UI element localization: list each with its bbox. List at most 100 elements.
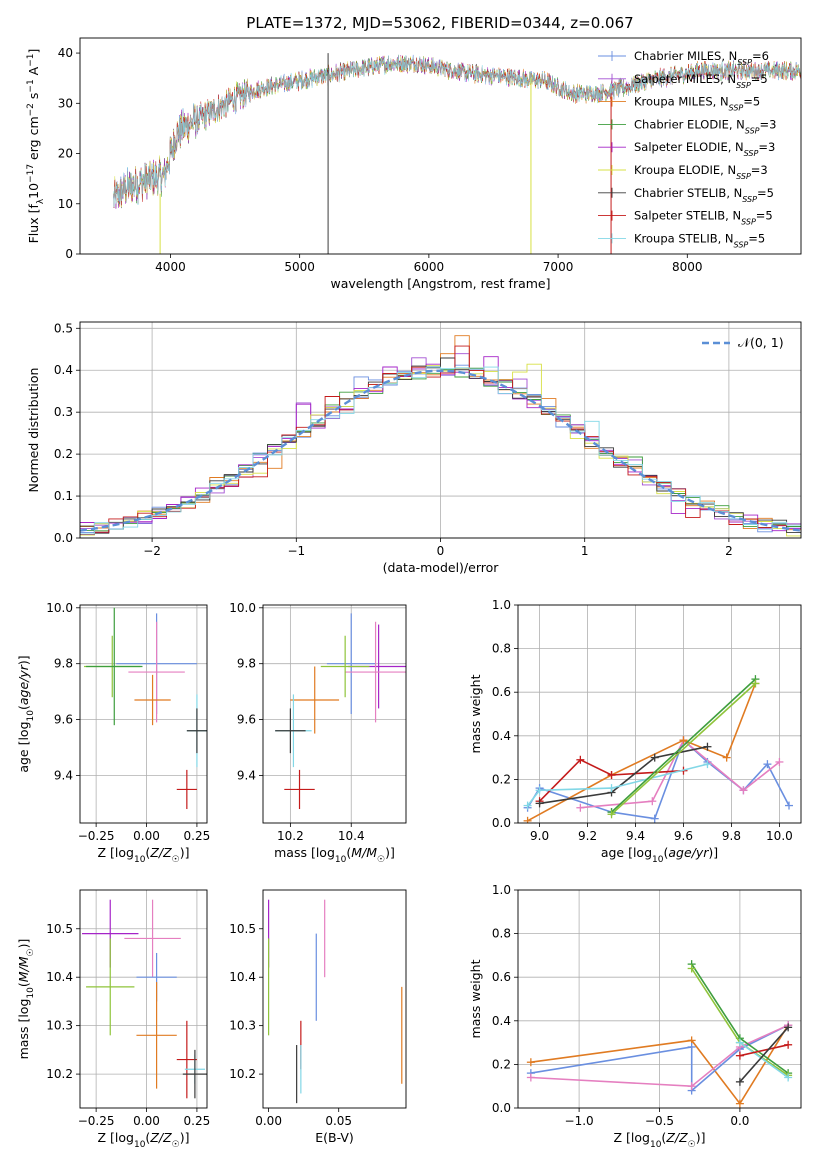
y-tick-label: 10.2 bbox=[229, 1067, 256, 1081]
x-tick-label: 9.0 bbox=[530, 829, 549, 843]
plot-area bbox=[275, 613, 406, 810]
y-tick-label: 9.8 bbox=[54, 657, 73, 671]
x-tick-label: 9.4 bbox=[626, 829, 645, 843]
y-tick-label: 10.0 bbox=[229, 601, 256, 615]
y-tick-label: 9.4 bbox=[54, 768, 73, 782]
y-axis-label: mass weight bbox=[468, 674, 483, 753]
spectrum-line bbox=[113, 54, 801, 208]
mass-weight-vs-age-panel: 9.0 9.2 9.4 9.6 9.8 10.0 0.0 0.2 0.4 0.6 0.8 1.0 age… bbox=[468, 598, 802, 865]
y-axis-label: mass weight bbox=[468, 959, 483, 1038]
x-tick-label: −2 bbox=[143, 544, 161, 558]
y-tick-label: 1.0 bbox=[492, 598, 511, 612]
x-tick-label: 1 bbox=[581, 544, 589, 558]
y-tick-label: 0.8 bbox=[492, 927, 511, 941]
legend-label: Salpeter ELODIE, NSSP=3 bbox=[634, 140, 775, 158]
legend-label: Salpeter STELIB, NSSP=5 bbox=[634, 209, 773, 227]
axis-label: age [log10(age/yr)] bbox=[16, 655, 36, 772]
axis-label: Z [log10(Z/Z☉)] bbox=[98, 845, 190, 865]
y-tick-label: 0.4 bbox=[492, 1014, 511, 1028]
y-tick-label: 10.4 bbox=[46, 970, 73, 984]
x-tick-label: 0.00 bbox=[133, 1114, 160, 1128]
x-tick-label: 0.00 bbox=[255, 1114, 282, 1128]
y-tick-label: 9.8 bbox=[237, 657, 256, 671]
weight-line bbox=[610, 682, 756, 815]
y-axis-label: Normed distribution bbox=[26, 368, 41, 493]
axes-frame bbox=[79, 889, 208, 1109]
plot-area bbox=[82, 899, 207, 1099]
weight-line bbox=[539, 758, 684, 802]
y-tick-label: 10.0 bbox=[46, 601, 73, 615]
weight-line bbox=[530, 1024, 789, 1106]
weight-line bbox=[539, 745, 708, 805]
y-tick-label: 10.5 bbox=[229, 922, 256, 936]
axis-label-text: Flux [fλ10−17 erg cm−2 s−1 A−1] bbox=[26, 49, 46, 244]
x-tick-label: 0.25 bbox=[184, 829, 211, 843]
plot-area bbox=[80, 335, 801, 537]
spectrum-panel: 4000 5000 6000 7000 8000 0 10 20 30 40 wavelength … bbox=[26, 37, 802, 291]
weight-line bbox=[739, 1041, 789, 1079]
axes-frame bbox=[517, 889, 802, 1109]
x-tick-label: 10.4 bbox=[338, 829, 365, 843]
weight-line bbox=[739, 1026, 789, 1083]
y-tick-label: 0.1 bbox=[54, 489, 73, 503]
axes-frame bbox=[262, 604, 407, 824]
x-tick-label: 9.2 bbox=[578, 829, 597, 843]
y-tick-label: 10.3 bbox=[229, 1019, 256, 1033]
y-tick-label: 40 bbox=[58, 46, 73, 60]
y-tick-label: 1.0 bbox=[492, 883, 511, 897]
y-tick-label: 9.6 bbox=[54, 713, 73, 727]
plot-area bbox=[523, 675, 794, 823]
mass-vs-ebv-panel: 0.00 0.05 10.2 10.3 10.4 10.5 E(B-V) bbox=[229, 889, 407, 1145]
axis-label-text: age [log10(age/yr)] bbox=[16, 655, 36, 772]
weight-line bbox=[530, 1024, 789, 1088]
axis-label: mass [log10(M/M☉)] bbox=[274, 845, 395, 865]
legend-label: Salpeter MILES, NSSP=5 bbox=[634, 72, 768, 90]
axis-label: age [log10(age/yr)] bbox=[601, 845, 718, 865]
y-tick-label: 0.8 bbox=[492, 642, 511, 656]
axis-label: Z [log10(Z/Z☉)] bbox=[614, 1130, 706, 1150]
weight-line bbox=[610, 678, 756, 813]
weight-line bbox=[739, 1044, 789, 1057]
axes-frame bbox=[517, 604, 802, 824]
x-tick-label: 0.0 bbox=[730, 1114, 749, 1128]
legend-label: Chabrier MILES, NSSP=6 bbox=[634, 49, 769, 67]
legend-label: Kroupa MILES, NSSP=5 bbox=[634, 95, 760, 113]
legend-label: Kroupa STELIB, NSSP=5 bbox=[634, 231, 765, 249]
x-tick-label: 7000 bbox=[543, 260, 574, 274]
weight-line bbox=[526, 763, 708, 807]
residual-histogram-panel: −2 −1 0 1 2 0.0 0.1 0.2 0.3 0.4 0.5 (data-model)/er… bbox=[26, 321, 802, 575]
axis-label-text: Z [log10(Z/Z☉)] bbox=[98, 845, 190, 865]
y-tick-label: 0.0 bbox=[492, 1101, 511, 1115]
y-tick-label: 0.2 bbox=[54, 447, 73, 461]
x-tick-label: −1.0 bbox=[565, 1114, 594, 1128]
mass-vs-metallicity-panel: −0.25 0.00 0.25 10.2 10.3 10.4 10.5 Z [log10(Z/… bbox=[16, 889, 211, 1150]
legend-label: Chabrier STELIB, NSSP=5 bbox=[634, 186, 774, 204]
histogram-step bbox=[80, 345, 801, 536]
axis-label-text: mass [log10(M/M☉)] bbox=[274, 845, 395, 865]
axis-label: mass [log10(M/M☉)] bbox=[16, 939, 36, 1060]
x-tick-label: −0.25 bbox=[78, 1114, 115, 1128]
x-tick-label: 0.25 bbox=[184, 1114, 211, 1128]
axes-frame bbox=[79, 321, 802, 539]
x-tick-label: −1 bbox=[287, 544, 305, 558]
legend-label: Kroupa ELODIE, NSSP=3 bbox=[634, 163, 768, 181]
y-tick-label: 10 bbox=[58, 197, 73, 211]
axis-label-text: Z [log10(Z/Z☉)] bbox=[614, 1130, 706, 1150]
age-vs-mass-panel: 10.2 10.4 9.4 9.6 9.8 10.0 mass [log10(M/M☉)] bbox=[229, 601, 407, 865]
y-tick-label: 0.3 bbox=[54, 405, 73, 419]
y-tick-label: 10.5 bbox=[46, 922, 73, 936]
x-tick-label: 9.8 bbox=[722, 829, 741, 843]
y-tick-label: 0.4 bbox=[54, 363, 73, 377]
y-tick-label: 0.2 bbox=[492, 772, 511, 786]
figure-title: PLATE=1372, MJD=53062, FIBERID=0344, z=0… bbox=[246, 14, 633, 32]
plot-area bbox=[84, 607, 207, 810]
axes-frame bbox=[79, 37, 802, 255]
x-tick-label: 4000 bbox=[155, 260, 186, 274]
x-axis-label: E(B-V) bbox=[315, 1130, 354, 1145]
plot-area bbox=[113, 53, 801, 254]
axis-label: Z [log10(Z/Z☉)] bbox=[98, 1130, 190, 1150]
axis-label: Flux [fλ10−17 erg cm−2 s−1 A−1] bbox=[26, 49, 46, 244]
x-tick-label: 2 bbox=[725, 544, 733, 558]
gaussian-curve bbox=[80, 369, 801, 532]
mass-weight-vs-metallicity-panel: −1.0 −0.5 0.0 0.0 0.2 0.4 0.6 0.8 1.0 Z [log10(Z/… bbox=[468, 883, 802, 1150]
